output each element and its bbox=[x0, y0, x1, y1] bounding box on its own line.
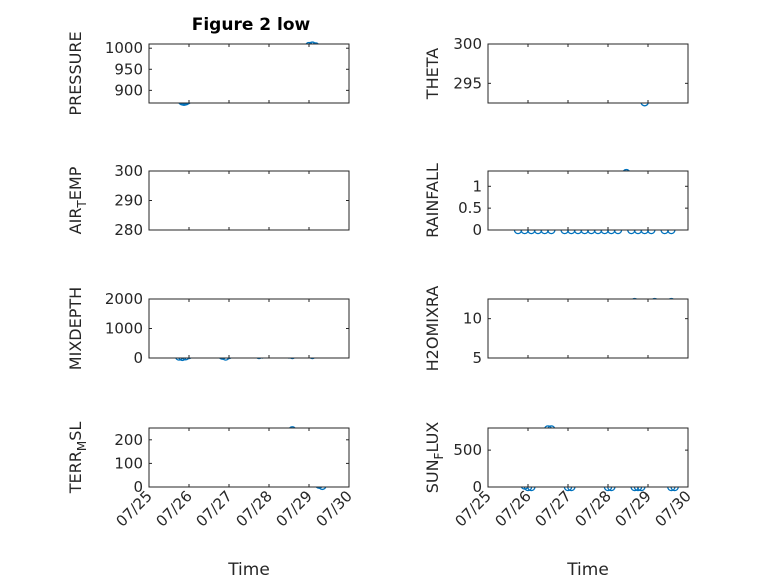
x-tick-label: 07/30 bbox=[313, 487, 356, 530]
y-tick-label: 1 bbox=[472, 177, 482, 195]
y-tick-label: 5 bbox=[472, 349, 482, 367]
y-tick-label: 200 bbox=[114, 431, 143, 449]
subplot-terr_msl: 010020007/2507/2607/2707/2807/2907/30TER… bbox=[66, 422, 356, 580]
axes-frame bbox=[149, 299, 349, 358]
axes-frame bbox=[149, 171, 349, 230]
x-tick-label: 07/27 bbox=[532, 487, 575, 530]
subplot-h2omixra: 5 10 H2OMIXRA bbox=[423, 286, 688, 372]
subplot-theta: 295 300 THETA bbox=[423, 35, 688, 106]
y-axis-label: SUNFLUX bbox=[423, 422, 446, 494]
y-axis-label: TERRMSL bbox=[66, 422, 89, 495]
x-tick-label: 07/27 bbox=[193, 487, 236, 530]
y-axis-label: AIRTEMP bbox=[66, 166, 89, 234]
x-axis-label: Time bbox=[566, 560, 609, 580]
y-tick-label: 290 bbox=[114, 192, 143, 210]
axes-frame bbox=[488, 299, 688, 358]
subplot-mixdepth: 0 1000 2000 MIXDEPTH bbox=[66, 287, 349, 370]
y-tick-label: 300 bbox=[114, 162, 143, 180]
x-tick-label: 07/28 bbox=[572, 487, 615, 530]
y-tick-label: 10 bbox=[463, 310, 482, 328]
y-tick-label: 900 bbox=[114, 81, 143, 99]
y-tick-label: 1000 bbox=[105, 320, 143, 338]
y-tick-label: 300 bbox=[453, 35, 482, 53]
axes-frame bbox=[488, 171, 688, 230]
x-tick-label: 07/26 bbox=[492, 487, 535, 530]
subplot-air_temp: 280 290 300 AIRTEMP bbox=[66, 162, 349, 239]
y-tick-label: 2000 bbox=[105, 290, 143, 308]
y-axis-label: MIXDEPTH bbox=[66, 287, 85, 370]
x-axis-label: Time bbox=[227, 560, 270, 580]
y-axis-label: THETA bbox=[423, 48, 442, 100]
y-tick-label: 100 bbox=[114, 454, 143, 472]
y-tick-label: 295 bbox=[453, 74, 482, 92]
x-tick-label: 07/28 bbox=[233, 487, 276, 530]
y-tick-label: 950 bbox=[114, 60, 143, 78]
axes-frame bbox=[149, 44, 349, 103]
x-tick-label: 07/30 bbox=[652, 487, 695, 530]
y-axis-label: PRESSURE bbox=[66, 31, 85, 115]
x-tick-label: 07/29 bbox=[612, 487, 655, 530]
figure: Figure 2 low 9009501000PRESSURE 295300THE… bbox=[0, 0, 778, 583]
y-tick-label: 0.5 bbox=[458, 199, 482, 217]
subplot-rainfall: 0 0.5 1 RAINFALL bbox=[423, 163, 688, 239]
y-axis-label: RAINFALL bbox=[423, 163, 442, 238]
y-axis-label: H2OMIXRA bbox=[423, 286, 442, 372]
y-tick-label: 0 bbox=[133, 349, 143, 367]
axes-frame bbox=[149, 428, 349, 487]
x-tick-label: 07/26 bbox=[153, 487, 196, 530]
subplot-sun_flux: 050007/2507/2607/2707/2807/2907/30SUNFLU… bbox=[423, 422, 695, 580]
y-tick-label: 1000 bbox=[105, 39, 143, 57]
axes-frame bbox=[488, 44, 688, 103]
axes-frame bbox=[488, 428, 688, 487]
x-tick-label: 07/29 bbox=[273, 487, 316, 530]
y-tick-label: 500 bbox=[453, 441, 482, 459]
subplot-pressure: 900 950 1000 PRESSURE bbox=[66, 31, 349, 115]
y-tick-label: 280 bbox=[114, 221, 143, 239]
y-tick-label: 0 bbox=[472, 221, 482, 239]
figure-title: Figure 2 low bbox=[192, 15, 311, 35]
